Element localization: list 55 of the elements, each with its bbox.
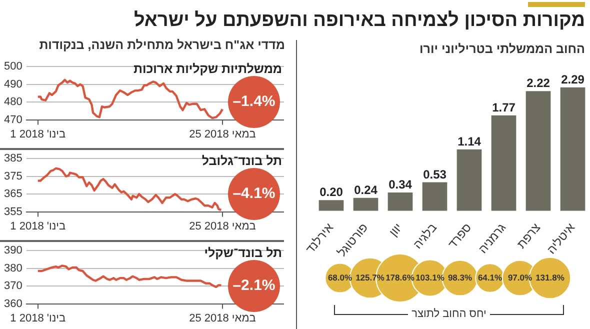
y-tick-label: 380 <box>4 262 22 274</box>
bar <box>560 87 586 211</box>
chart-title: מקורות הסיכון לצמיחה באירופה והשפעתם על ישראל <box>134 10 585 32</box>
x-tick-label: אירלנד <box>303 220 336 256</box>
data-label: 0.34 <box>388 178 412 192</box>
chart-title: תל בונד־שקלי <box>204 246 282 260</box>
y-tick-label: 390 <box>4 244 22 257</box>
x-tick-label: יוון <box>386 220 406 240</box>
y-tick-label: 360 <box>4 298 22 310</box>
data-label: 98.3% <box>448 272 472 282</box>
y-tick-label: 500 <box>4 60 22 73</box>
x-tick-label: 1 בינו' 2018 <box>10 312 66 324</box>
x-tick-label: צרפת <box>514 220 544 252</box>
x-tick-label: 1 בינו' 2018 <box>10 128 66 140</box>
bar <box>526 91 551 211</box>
chart-subtitle: מדדי אג"ח בישראל מתחילת השנה, בנקודות <box>39 38 285 52</box>
chart-title: תל בונד־גלובל <box>202 154 282 168</box>
y-tick-label: 490 <box>4 78 22 90</box>
data-label: 0.20 <box>320 185 344 200</box>
text: יחס החוב לתוצר <box>408 308 490 320</box>
y-tick-label: 370 <box>4 280 22 292</box>
data-label: 2.29 <box>561 72 585 86</box>
annotation: –2.1% <box>232 277 276 294</box>
bar <box>456 149 482 211</box>
y-tick-label: 355 <box>4 206 22 218</box>
bar <box>353 198 378 211</box>
data-label: 64.1% <box>478 272 502 282</box>
y-tick-label: 470 <box>4 114 22 126</box>
data-label: 131.8% <box>536 272 565 282</box>
y-tick-label: 375 <box>4 170 22 182</box>
bar <box>422 182 448 211</box>
chart-subtitle: החוב הממשלתי בטריליוני יורו <box>419 42 585 56</box>
data-label: 0.24 <box>354 182 378 197</box>
y-tick-label: 480 <box>4 96 22 108</box>
x-tick-label: פורטוגל <box>334 220 371 260</box>
data-label: 0.53 <box>423 167 447 182</box>
data-label: 2.22 <box>526 76 550 90</box>
x-tick-label: 1 בינו' 2018 <box>10 220 66 232</box>
bar <box>388 192 413 211</box>
y-tick-label: 385 <box>4 152 22 165</box>
x-tick-label: איטליה <box>544 220 578 257</box>
annotation: –1.4% <box>232 93 276 110</box>
chart-title: ממשלתיות שקליות ארוכות <box>134 62 282 76</box>
x-tick-label: 25 במאי 2018 <box>189 220 256 232</box>
data-label: 1.77 <box>492 100 516 114</box>
y-tick-label: 365 <box>4 188 22 200</box>
x-tick-label: גרמניה <box>476 220 509 256</box>
x-tick-label: בלגיה <box>410 220 440 252</box>
bar <box>318 200 344 211</box>
x-tick-label: 25 במאי 2018 <box>189 128 256 140</box>
annotation: –4.1% <box>232 185 276 202</box>
bar <box>491 115 516 211</box>
x-tick-label: ספרד <box>445 220 474 252</box>
x-tick-label: 25 במאי 2018 <box>189 312 256 324</box>
data-label: 1.14 <box>458 134 482 148</box>
